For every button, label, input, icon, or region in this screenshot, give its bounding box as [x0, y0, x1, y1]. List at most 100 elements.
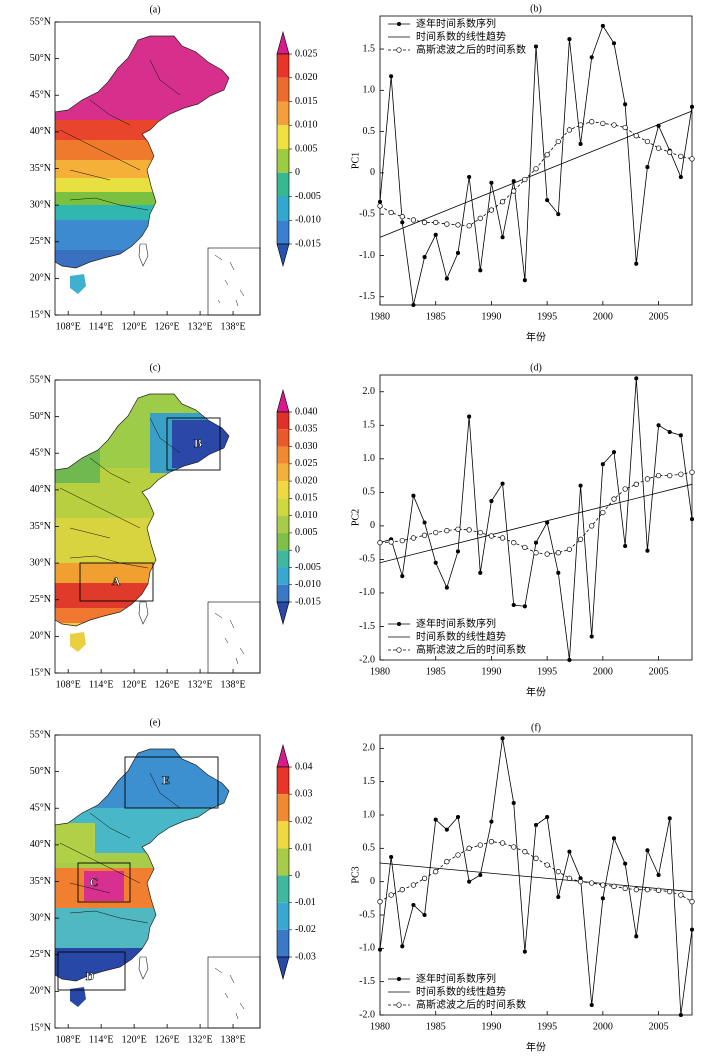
filtered-point — [410, 535, 417, 541]
filtered-point — [455, 222, 461, 228]
colorbar-segment — [277, 196, 289, 221]
colorbar-tick-label: 0.010 — [295, 510, 318, 521]
series-line — [379, 110, 693, 238]
filtered-point — [589, 523, 595, 529]
x-tick-label: 2005 — [649, 311, 669, 322]
annual-point — [455, 549, 461, 554]
colorbar-tip — [276, 743, 290, 768]
filtered-point — [511, 844, 517, 850]
filtered-point — [622, 885, 628, 891]
chart-title: (f) — [531, 722, 541, 733]
colorbar-tick-label: 0.020 — [295, 72, 318, 83]
filtered-point — [544, 862, 550, 868]
filtered-point — [577, 879, 584, 885]
annual-point — [611, 836, 617, 841]
x-axis-label: 年份 — [526, 685, 546, 698]
filtered-point — [566, 127, 573, 133]
filtered-point — [499, 840, 506, 846]
filtered-point — [577, 536, 584, 542]
filtered-point — [488, 839, 495, 845]
y-tick-label: 0 — [370, 167, 375, 178]
filtered-point — [655, 145, 662, 151]
filtered-point — [499, 535, 506, 541]
filtered-point — [689, 156, 695, 162]
filtered-point — [444, 221, 450, 227]
x-tick-label: 1985 — [426, 1021, 446, 1032]
legend-label: 高斯滤波之后的时间系数 — [416, 43, 526, 56]
colorbar-tick-label: 0.02 — [295, 816, 313, 827]
filtered-point — [555, 550, 561, 556]
filtered-point — [678, 892, 684, 898]
y-tick-label: -0.5 — [359, 909, 375, 920]
y-tick-label: -2.0 — [359, 654, 375, 665]
annual-point — [623, 861, 628, 866]
filtered-point — [433, 219, 439, 226]
colorbar-tick-label: 0.030 — [295, 441, 318, 452]
lon-tick-label: 108°E — [56, 321, 81, 332]
filtered-point — [566, 875, 573, 881]
filtered-point — [667, 149, 673, 155]
colorbar-frame — [276, 411, 290, 603]
filtered-point — [600, 882, 606, 888]
filtered-point — [600, 509, 606, 516]
y-axis-label: PC2 — [350, 509, 361, 526]
y-tick-label: 0.5 — [363, 126, 376, 137]
colorbar-segment — [277, 875, 289, 903]
filtered-point — [689, 899, 695, 905]
filtered-point — [421, 875, 428, 881]
region-label: D — [86, 969, 95, 983]
annual-point — [444, 276, 449, 281]
colorbar-segment — [277, 902, 289, 930]
y-tick-label: 1.5 — [363, 420, 376, 431]
lat-tick-label: 55°N — [30, 16, 51, 27]
colorbar-tick-label: 0.015 — [295, 96, 318, 107]
annual-point — [400, 574, 405, 579]
y-tick-label: -2.0 — [359, 1009, 375, 1020]
x-tick-label: 1995 — [537, 1021, 557, 1032]
lat-tick-label: 20°N — [30, 631, 51, 642]
x-axis-label: 年份 — [526, 330, 546, 343]
filtered-point — [644, 138, 651, 145]
map-title: (a) — [149, 4, 160, 15]
filtered-point — [622, 486, 628, 492]
annual-point — [634, 934, 639, 939]
annual-point — [411, 902, 416, 908]
colorbar-segment — [277, 498, 289, 516]
y-tick-label: 1.0 — [363, 453, 376, 464]
annual-point — [545, 814, 550, 820]
chart-title: (d) — [530, 362, 542, 373]
annual-point — [478, 872, 483, 878]
colorbar-tick-label: 0.015 — [295, 493, 318, 504]
y-tick-label: -0.5 — [359, 208, 375, 219]
x-tick-label: 2000 — [593, 666, 613, 677]
filtered-point — [477, 842, 483, 848]
annual-point — [623, 102, 628, 107]
y-tick-label: 2.0 — [363, 386, 376, 397]
legend-marker — [396, 1002, 402, 1008]
colorbar-segment — [277, 848, 289, 876]
colorbar-segment — [277, 821, 289, 849]
lat-tick-label: 25°N — [30, 949, 51, 960]
annual-point — [611, 450, 617, 455]
filtered-point — [611, 496, 617, 502]
annual-point — [478, 268, 483, 273]
lat-tick-label: 25°N — [30, 594, 51, 605]
lat-tick-label: 50°N — [30, 766, 51, 777]
colorbar-segment — [277, 794, 289, 822]
filtered-point — [388, 539, 394, 545]
colorbar-tick-label: -0.010 — [295, 579, 321, 590]
y-tick-label: 0 — [370, 876, 375, 887]
annual-point — [489, 819, 494, 824]
filtered-point — [544, 152, 550, 158]
series-line — [379, 483, 693, 564]
lat-tick-label: 45°N — [30, 448, 51, 459]
annual-point — [645, 165, 650, 170]
annual-point — [411, 493, 416, 498]
lat-tick-label: 20°N — [30, 986, 51, 997]
y-axis-label: PC3 — [350, 866, 361, 883]
colorbar-segment — [277, 567, 289, 585]
lon-tick-label: 108°E — [56, 1034, 81, 1045]
annual-point — [455, 250, 461, 256]
filtered-point — [667, 889, 673, 895]
filtered-point — [644, 476, 651, 482]
